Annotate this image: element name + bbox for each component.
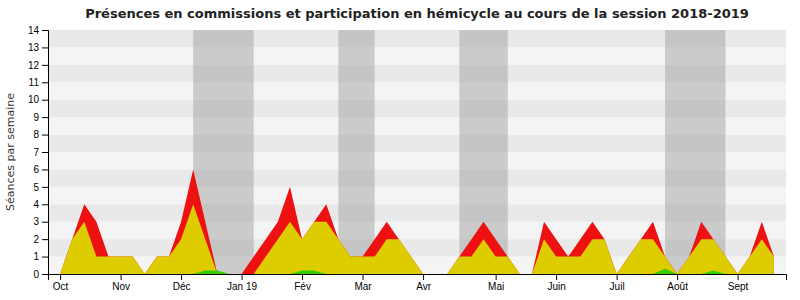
x-tick-mark [181,274,182,280]
y-tick-mark [42,47,48,48]
y-tick: 6 [33,164,48,175]
y-tick-label: 8 [33,129,39,140]
y-tick-mark [42,204,48,205]
y-tick-mark [42,117,48,118]
x-tick: Nov [112,274,130,292]
y-tick-label: 0 [33,269,39,280]
x-tick: Oct [53,274,69,292]
x-tick-label: Oct [53,281,69,292]
x-tick: Avr [416,274,431,292]
y-axis-line [42,31,49,275]
x-tick-mark [423,274,424,280]
y-tick-label: 6 [33,164,39,175]
y-tick-label: 12 [28,60,40,71]
y-tick: 5 [33,182,48,193]
y-tick: 11 [29,77,48,88]
x-tick-label: Jan 19 [227,281,257,292]
y-tick: 10 [28,94,48,105]
y-tick-label: 14 [28,25,40,36]
title: Présences en commissions et participatio… [85,6,749,21]
x-tick-label: Mar [354,281,372,292]
marks [60,30,774,274]
x-tick-label: Juil [610,281,625,292]
x-tick-mark [60,274,61,280]
x-tick-label: Nov [112,281,130,292]
plot: Oct Nov Déc Jan 19 Fév Mar Avr Mai Juin Juil Août S… [28,25,787,292]
y-tick: 7 [33,147,48,158]
y-tick-mark [42,82,48,83]
stripes [48,30,786,274]
y-label: Séances par semaine [4,93,17,211]
area [60,204,774,274]
y-tick-label: 1 [33,251,39,262]
x-tick-mark [556,274,557,280]
y-tick: 13 [28,42,48,53]
y-tick-mark [42,257,48,258]
gray-band [338,30,374,274]
x-axis-line [49,275,787,281]
y-tick-mark [42,152,48,153]
x-tick-label: Sept [728,281,749,292]
y-tick-label: 4 [33,199,39,210]
y-tick-mark [42,274,48,275]
y-tick: 1 [33,251,48,262]
y-tick: 2 [33,234,48,245]
x-tick-mark [121,274,122,280]
x-tick-mark [496,274,497,280]
y-tick-label: 7 [33,147,39,158]
y-tick-mark [42,169,48,170]
y-tick-label: 9 [33,112,39,123]
y-tick: 4 [33,199,48,210]
area [60,169,774,274]
x-tick: Août [667,274,688,292]
x-tick-label: Avr [416,281,431,292]
y-tick: 0 [33,269,48,280]
gray-band [665,30,725,274]
x-tick-mark [677,274,678,280]
y-tick: 9 [33,112,48,123]
x-tick: Déc [173,274,191,292]
x-tick-label: Fév [294,281,311,292]
y-tick: 8 [33,129,48,140]
x-tick: Fév [294,274,311,292]
y-tick-label: 3 [33,216,39,227]
x-tick-mark [363,274,364,280]
y-tick-mark [42,65,48,66]
x-tick: Mar [354,274,372,292]
x-tick: Juin [547,274,565,292]
y-tick-mark [42,30,48,31]
y-tick-label: 11 [29,77,40,88]
x-tick: Jan 19 [227,274,257,292]
y-tick-mark [42,187,48,188]
x-tick-mark [738,274,739,280]
x-tick-mark [617,274,618,280]
y-tick-label: 5 [33,182,39,193]
y-tick-mark [42,135,48,136]
chart: Oct Nov Déc Jan 19 Fév Mar Avr Mai Juin Juil Août S… [0,0,800,300]
y-tick: 3 [33,216,48,227]
x-tick: Juil [610,274,625,292]
x-tick-label: Juin [547,281,565,292]
x-tick-mark [302,274,303,280]
x-tick: Sept [728,274,749,292]
x-tick: Mai [488,274,504,292]
x-tick-mark [242,274,243,280]
y-tick-mark [42,239,48,240]
y-axis: 01234567891011121314 [28,25,49,280]
y-tick-mark [42,100,48,101]
y-tick-mark [42,222,48,223]
y-tick-label: 2 [33,234,39,245]
x-tick-label: Déc [173,281,191,292]
area [60,269,774,274]
y-tick-label: 13 [28,42,40,53]
x-tick-label: Mai [488,281,504,292]
y-tick: 12 [28,60,48,71]
x-axis: Oct Nov Déc Jan 19 Fév Mar Avr Mai Juin Juil Août S… [49,274,787,292]
y-tick-label: 10 [28,94,40,105]
x-tick-label: Août [667,281,688,292]
y-tick: 14 [28,25,48,36]
